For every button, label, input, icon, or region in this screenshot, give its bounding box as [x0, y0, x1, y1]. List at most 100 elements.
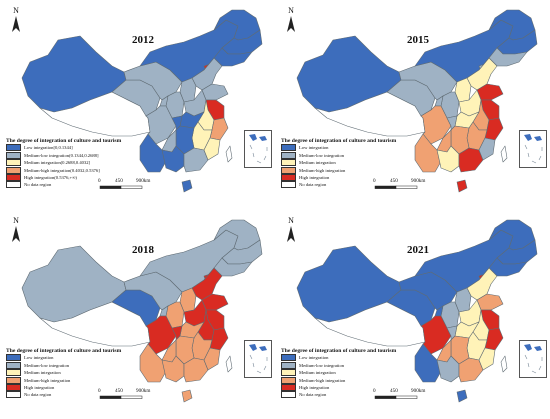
- legend-item-high: High integration: [281, 384, 401, 392]
- legend-swatch: [281, 369, 296, 377]
- year-label: 2018: [132, 244, 154, 256]
- south-china-sea-inset: [244, 130, 272, 168]
- scale-bar: [99, 185, 143, 189]
- scale-tick-label: 900km: [136, 178, 151, 184]
- legend-swatch: [281, 144, 296, 152]
- year-label: 2021: [407, 244, 429, 256]
- legend-swatch: [6, 166, 21, 174]
- province-yunnan: [414, 343, 444, 383]
- legend-label: Medium integration: [299, 370, 336, 376]
- legend: The degree of integration of culture and…: [281, 138, 401, 189]
- legend-swatch: [281, 181, 296, 189]
- scale-labels: 0 450 900km: [98, 178, 158, 185]
- china-province-map: [12, 219, 263, 403]
- legend-item-medium-high: Medium-high integration: [281, 376, 401, 384]
- scale-tick-label: 900km: [136, 388, 151, 394]
- legend-label: Low integration: [299, 145, 329, 151]
- scale-bar: [374, 395, 418, 399]
- province-guangdong: [458, 357, 484, 383]
- legend-label: No data region: [24, 182, 52, 188]
- province-hebei: [191, 267, 223, 301]
- legend-item-no-data: No data region: [281, 181, 401, 189]
- province-hebei: [466, 57, 498, 91]
- legend-label: Low integration[0,0.1344]: [24, 145, 73, 151]
- map-panel-2012: 2012 N The degree of integration of cultur…: [0, 0, 275, 209]
- province-liaoning: [213, 257, 253, 277]
- legend-item-medium-low: Medium-low integration: [281, 151, 401, 159]
- legend-swatch: [281, 391, 296, 399]
- province-hebei: [191, 57, 223, 91]
- year-label: 2015: [407, 34, 429, 46]
- scale-tick-label: 450: [115, 178, 123, 184]
- legend-swatch: [281, 151, 296, 159]
- legend-swatch: [6, 384, 21, 392]
- legend-swatch: [281, 354, 296, 362]
- legend-label: No data region: [24, 392, 52, 398]
- province-guangdong: [183, 357, 209, 383]
- legend-item-medium: Medium integration: [281, 159, 401, 167]
- inset-land-icon: [249, 134, 267, 141]
- map-panel-2018: 2018 N The degree of integration of cultur…: [0, 210, 275, 419]
- province-sichuan: [420, 315, 452, 355]
- legend-label: Medium-high integration(0.4032,0.5376]: [24, 167, 100, 173]
- legend-label: Medium-low integration: [299, 362, 345, 368]
- south-china-sea-inset: [519, 130, 547, 168]
- legend-item-medium: Medium integration(0.2688,0.4032]: [6, 159, 126, 167]
- legend-swatch: [281, 174, 296, 182]
- legend-swatch: [6, 354, 21, 362]
- scale-tick-label: 0: [373, 178, 376, 184]
- legend-item-high: High integration: [6, 384, 126, 392]
- legend-label: High integration: [24, 385, 55, 391]
- legend-item-medium-high: Medium-high integration: [6, 376, 126, 384]
- legend-swatch: [6, 181, 21, 189]
- legend-item-high: High integration(0.5376,+∞): [6, 174, 126, 182]
- china-province-map: [12, 9, 263, 193]
- province-guangdong: [183, 147, 209, 173]
- china-province-map: [287, 9, 538, 193]
- province-liaoning: [488, 47, 528, 67]
- legend-label: Medium integration(0.2688,0.4032]: [24, 160, 91, 166]
- scale-tick-label: 900km: [411, 388, 426, 394]
- province-hainan: [456, 179, 468, 193]
- province-taiwan: [500, 145, 508, 163]
- legend-label: No data region: [299, 182, 327, 188]
- legend-swatch: [281, 159, 296, 167]
- scale-tick-label: 450: [115, 388, 123, 394]
- province-yunnan: [139, 133, 169, 173]
- legend-item-medium-high: Medium-high integration: [281, 166, 401, 174]
- south-china-sea-inset: [244, 340, 272, 378]
- province-hainan: [181, 179, 193, 193]
- province-fujian: [203, 137, 221, 161]
- legend-item-no-data: No data region: [6, 391, 126, 399]
- legend-label: Medium-low integration: [24, 362, 70, 368]
- legend-item-medium: Medium integration: [6, 369, 126, 377]
- legend-swatch: [281, 384, 296, 392]
- province-sichuan: [145, 105, 177, 145]
- province-guangdong: [458, 147, 484, 173]
- legend-item-low: Low integration: [281, 144, 401, 152]
- legend: The degree of integration of culture and…: [6, 138, 126, 189]
- legend-swatch: [6, 391, 21, 399]
- scale-bar: [374, 185, 418, 189]
- province-yunnan: [414, 133, 444, 173]
- scale-tick-label: 900km: [411, 178, 426, 184]
- legend-swatch: [6, 151, 21, 159]
- province-taiwan: [500, 355, 508, 373]
- legend-item-low: Low integration[0,0.1344]: [6, 144, 126, 152]
- legend-item-medium-low: Medium-low integration: [281, 361, 401, 369]
- north-arrow-icon: [287, 226, 295, 242]
- scale-tick-label: 0: [373, 388, 376, 394]
- province-hainan: [181, 389, 193, 403]
- legend-label: High integration(0.5376,+∞): [24, 175, 77, 181]
- legend-item-medium-low: Medium-low integration: [6, 361, 126, 369]
- province-hebei: [466, 267, 498, 301]
- scale-labels: 0 450 900km: [373, 178, 433, 185]
- province-hainan: [456, 389, 468, 403]
- north-label: N: [13, 216, 19, 225]
- province-fujian: [203, 347, 221, 371]
- legend-label: Low integration: [24, 355, 54, 361]
- legend: The degree of integration of culture and…: [6, 348, 126, 399]
- north-arrow-icon: [12, 16, 20, 32]
- south-china-sea-inset: [519, 340, 547, 378]
- scale-labels: 0 450 900km: [373, 388, 433, 395]
